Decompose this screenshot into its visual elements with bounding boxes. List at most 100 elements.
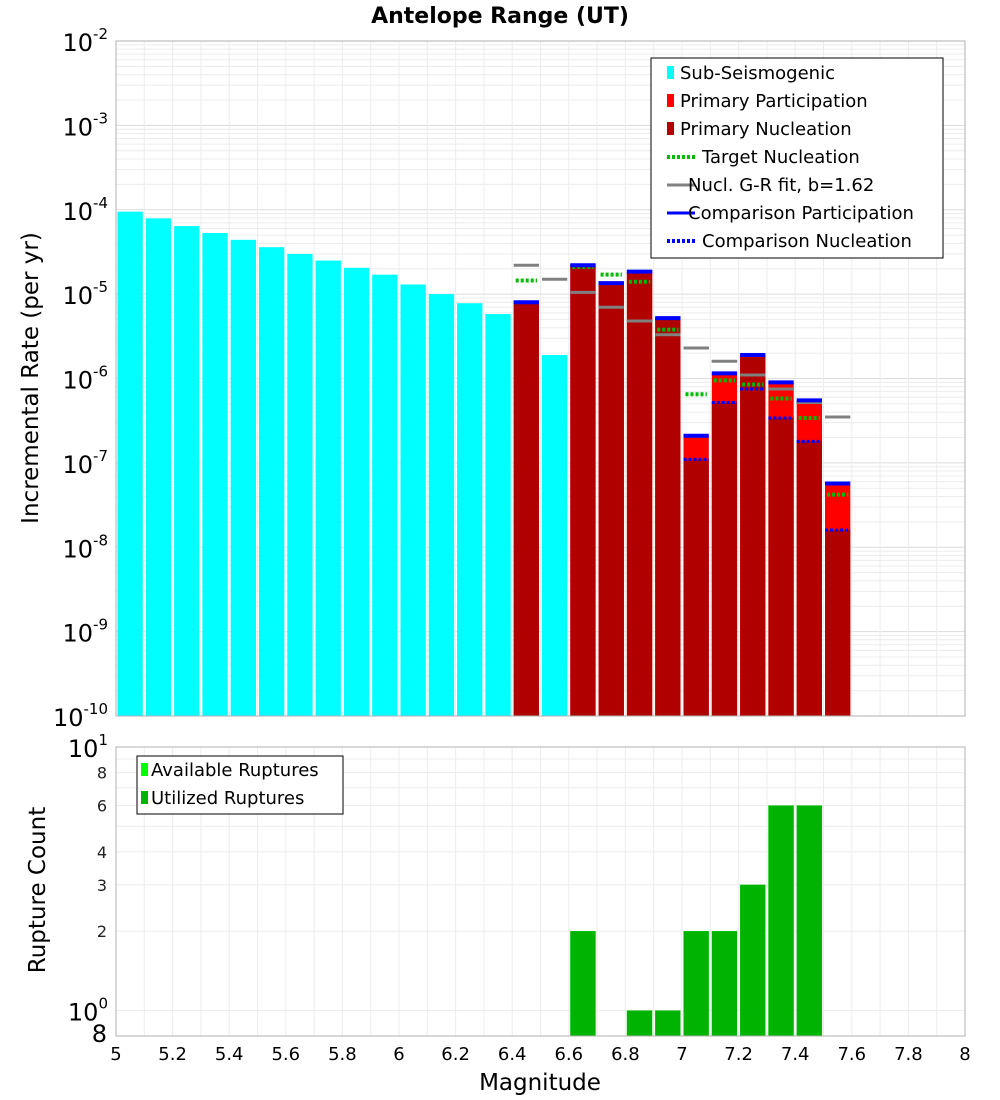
legend-label-available-ruptures: Available Ruptures (151, 760, 319, 781)
rate-tick-label: 10-5 (62, 278, 108, 310)
magnitude-tick-label: 5.2 (158, 1044, 187, 1065)
utilized-ruptures-bar (655, 1010, 681, 1036)
primary-nucleation-bar (655, 318, 681, 716)
legend-label-primary-nucleation: Primary Nucleation (680, 119, 852, 140)
utilized-ruptures-bar (711, 931, 738, 1036)
count-legend: Available Ruptures Utilized Ruptures (136, 755, 344, 815)
gr-fit-marks (513, 263, 851, 419)
magnitude-tick-label: 7 (676, 1044, 687, 1065)
rate-tick-label: 10-7 (62, 447, 108, 479)
magnitude-tick-label: 6 (393, 1044, 404, 1065)
sub-seismogenic-bar (259, 247, 285, 716)
sub-seismogenic-bar (174, 226, 200, 716)
primary-nucleation-bars (513, 265, 851, 716)
rate-tick-label: 10-8 (62, 531, 108, 563)
magnitude-tick-label: 5.8 (328, 1044, 357, 1065)
magnitude-x-ticks: 5 5.2 5.4 5.6 5.8 6 6.2 6.4 6.6 6.8 7 7.2 7.4 7.6 7.8 8 (110, 1044, 970, 1065)
utilized-ruptures-bars (570, 805, 822, 1036)
sub-seismogenic-bar (343, 267, 370, 716)
utilized-ruptures-bar (796, 805, 822, 1036)
sub-seismogenic-bar (117, 211, 143, 716)
count-plot-border (115, 746, 966, 1037)
primary-nucleation-bar (796, 441, 822, 716)
legend-swatch-utilized-ruptures (141, 791, 148, 804)
legend-label-primary-participation: Primary Participation (680, 91, 868, 112)
count-tick-label-minor: 3 (97, 876, 107, 895)
legend-label-nucl-g-r-fit-b-1-62: Nucl. G-R fit, b=1.62 (688, 175, 874, 196)
magnitude-tick-label: 5.4 (215, 1044, 244, 1065)
chart-title: Antelope Range (UT) (371, 4, 629, 29)
utilized-ruptures-bar (570, 931, 596, 1036)
legend-label-comparison-nucleation: Comparison Nucleation (702, 231, 912, 252)
primary-nucleation-bar (513, 302, 539, 716)
legend-label-utilized-ruptures: Utilized Ruptures (151, 788, 304, 809)
primary-nucleation-bar (598, 283, 624, 716)
primary-nucleation-bar (683, 459, 709, 716)
rate-legend-box (650, 57, 944, 259)
magnitude-tick-label: 7.4 (781, 1044, 810, 1065)
magnitude-tick-label: 8 (959, 1044, 970, 1065)
utilized-ruptures-bar (768, 805, 794, 1036)
legend-swatch-primary-participation (667, 94, 674, 107)
legend-label-target-nucleation: Target Nucleation (701, 147, 860, 168)
count-tick-label-major: 101 (68, 731, 108, 763)
magnitude-tick-label: 7.2 (724, 1044, 753, 1065)
sub-seismogenic-bar (230, 239, 256, 716)
sub-seismogenic-bar (202, 233, 228, 716)
magnitude-axis-title: Magnitude (479, 1070, 601, 1096)
legend-swatch-available-ruptures (141, 763, 148, 776)
utilized-ruptures-bar (683, 931, 709, 1036)
primary-nucleation-bar (740, 354, 766, 716)
rate-tick-label: 10-2 (62, 25, 108, 57)
magnitude-tick-label: 6.2 (441, 1044, 470, 1065)
sub-seismogenic-bar (400, 284, 426, 716)
legend-label-sub-seismogenic: Sub-Seismogenic (680, 63, 835, 84)
count-legend-box (136, 755, 344, 815)
sub-seismogenic-bar (372, 274, 398, 716)
sub-seismogenic-bars (117, 211, 568, 717)
count-tick-label-minor: 2 (97, 922, 107, 941)
rate-tick-label: 10-3 (62, 109, 108, 141)
count-tick-label-minor: 4 (97, 843, 107, 862)
sub-seismogenic-bar (145, 218, 172, 717)
legend-swatch-sub-seismogenic (667, 66, 674, 79)
utilized-ruptures-bar (740, 884, 766, 1036)
magnitude-tick-label: 7.6 (837, 1044, 866, 1065)
rate-tick-label: 10-4 (62, 194, 108, 226)
magnitude-tick-label: 6.8 (611, 1044, 640, 1065)
magnitude-tick-label: 5 (110, 1044, 121, 1065)
utilized-ruptures-bar (626, 1010, 653, 1036)
rate-tick-label: 10-9 (62, 616, 108, 648)
magnitude-tick-label: 6.4 (498, 1044, 527, 1065)
rate-plot: 10-2 10-3 10-4 10-5 10-6 10-7 10-8 10-9 10-10 Sub… (53, 25, 966, 732)
magnitude-tick-label: 5.6 (271, 1044, 300, 1065)
legend-swatch-primary-nucleation (667, 122, 674, 135)
rate-tick-label: 10-6 (62, 363, 108, 395)
sub-seismogenic-bar (457, 303, 483, 716)
primary-nucleation-bar (570, 265, 596, 716)
rate-tick-label: 10-10 (53, 700, 108, 732)
sub-seismogenic-bar (428, 294, 455, 716)
primary-nucleation-bar (711, 402, 738, 716)
count-tick-label-minor: 8 (97, 764, 107, 783)
sub-seismogenic-bar (287, 253, 313, 716)
rate-legend: Sub-Seismogenic Primary Participation Prim… (650, 57, 944, 259)
rate-plot-border (115, 40, 966, 717)
rate-axis-title: Incremental Rate (per yr) (18, 232, 44, 524)
primary-nucleation-bar (825, 530, 851, 716)
magnitude-tick-label: 6.6 (554, 1044, 583, 1065)
sub-seismogenic-bar (485, 314, 511, 716)
comparison-nucleation-marks (513, 263, 851, 532)
primary-nucleation-bar (768, 418, 794, 716)
rupture-count-plot: 101 100 8 6 4 3 2 8 5 5.2 5.4 5.6 5.8 6 6.2 6.4 6.6 6.8 7 7… (68, 731, 971, 1065)
count-tick-label-minor: 6 (97, 796, 107, 815)
rupture-axis-title: Rupture Count (25, 807, 51, 973)
legend-label-comparison-participation: Comparison Participation (688, 203, 914, 224)
primary-nucleation-bar (626, 271, 653, 716)
count-tick-label-major: 100 (68, 994, 108, 1026)
magnitude-tick-label: 7.8 (894, 1044, 923, 1065)
sub-seismogenic-bar (542, 354, 568, 716)
sub-seismogenic-bar (315, 260, 341, 716)
